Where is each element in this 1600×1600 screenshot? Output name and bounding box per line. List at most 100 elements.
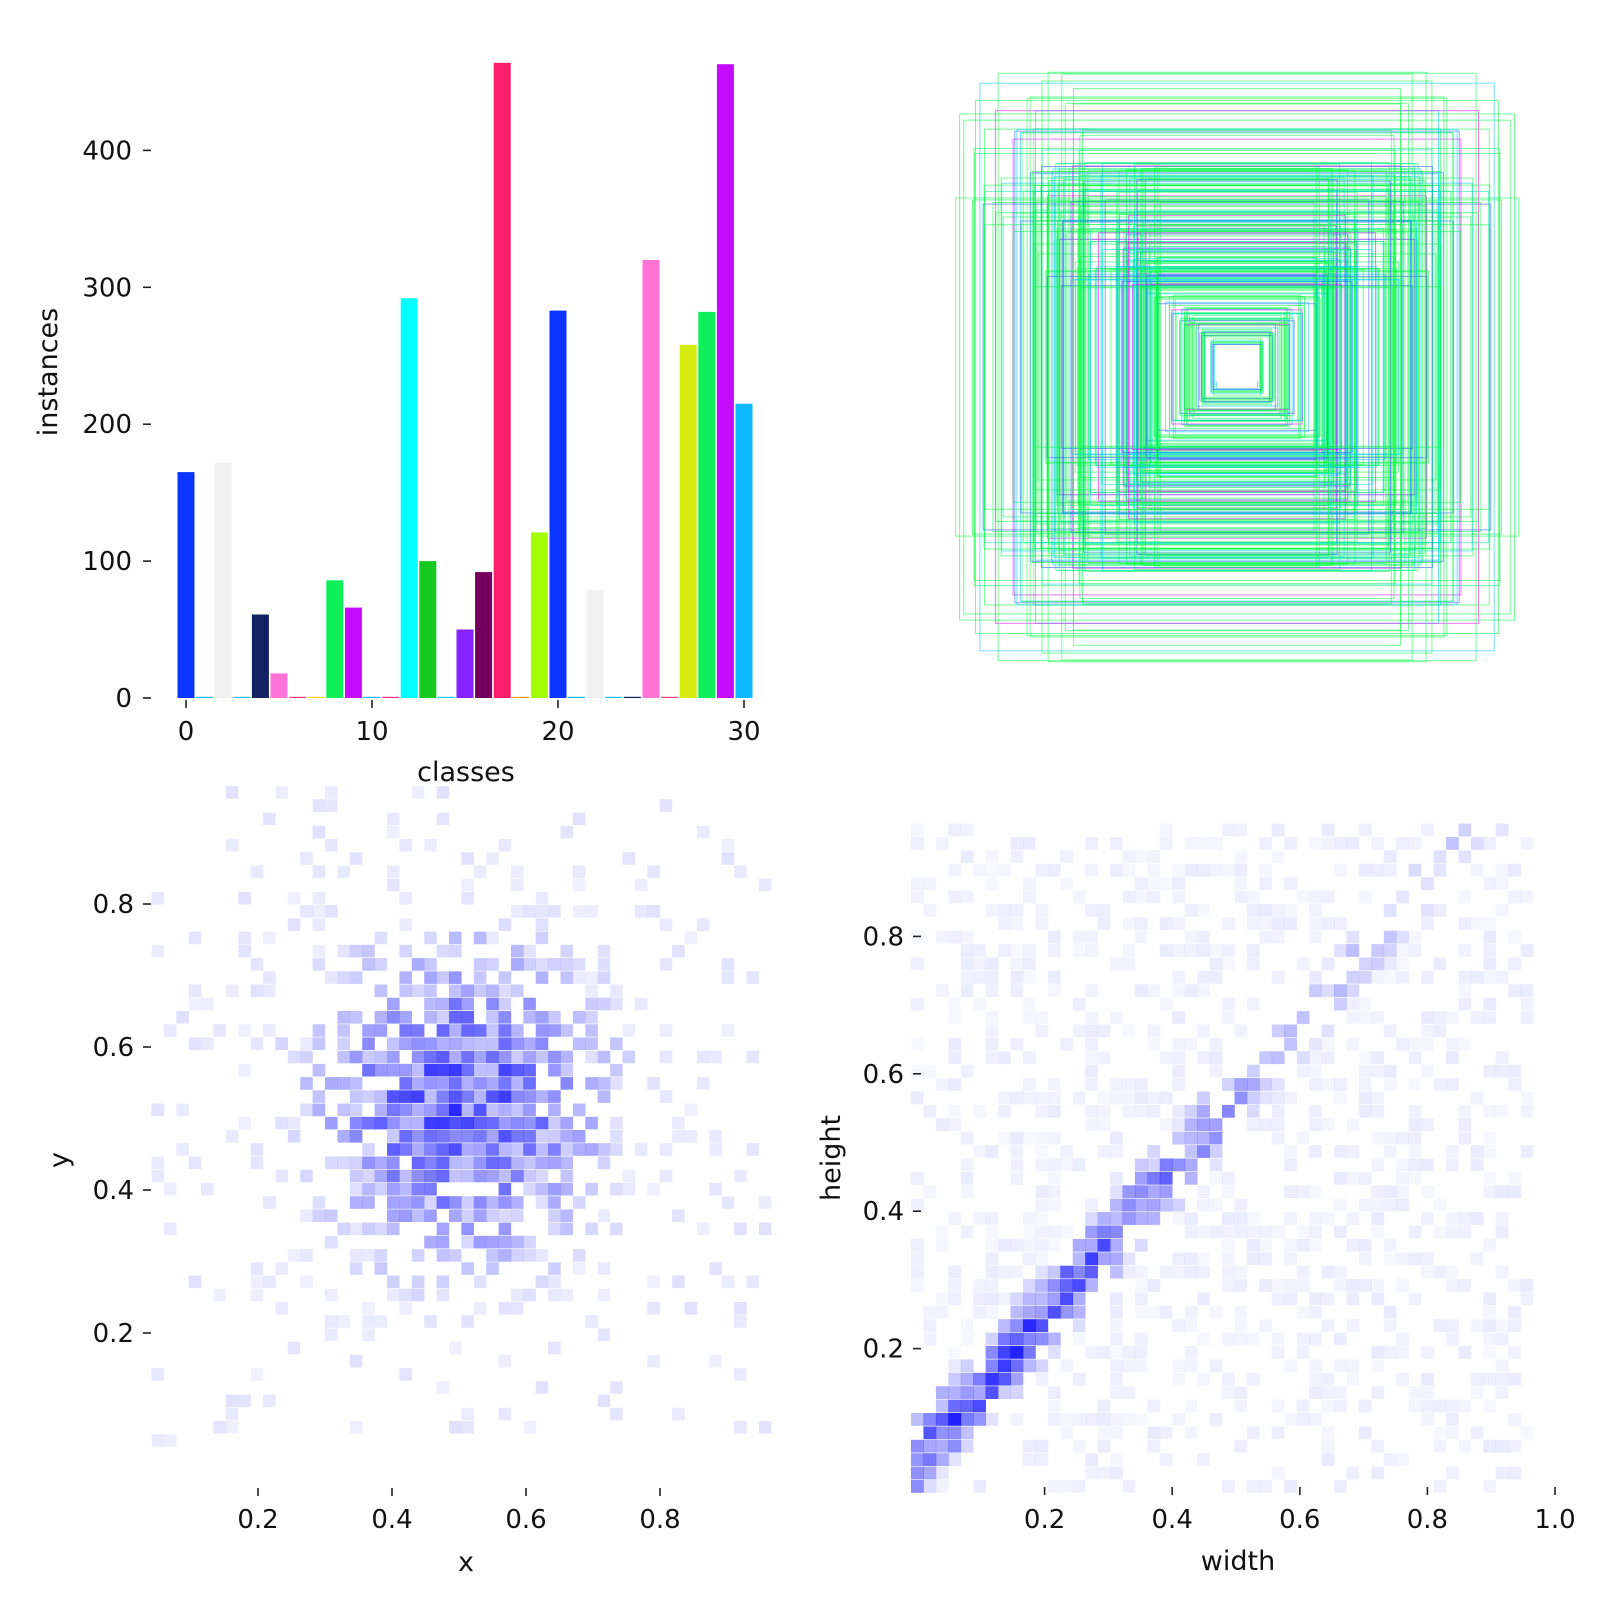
xy-heatmap-cell — [560, 1130, 574, 1143]
wh-heatmap-cell — [936, 1239, 949, 1252]
xy-heatmap-cell — [275, 1302, 288, 1315]
wh-heatmap-cell — [1147, 1158, 1161, 1172]
wh-heatmap-cell — [1421, 1212, 1434, 1225]
xy-heatmap-cell — [424, 1130, 437, 1143]
xy-heatmap-cell — [535, 1169, 549, 1183]
wh-heatmap-cell — [985, 1292, 999, 1306]
xy-heatmap-cell — [449, 1169, 462, 1183]
wh-heatmap-cell — [1010, 1265, 1024, 1279]
wh-heatmap-cell — [1259, 837, 1273, 850]
wh-heatmap-cell — [1047, 1413, 1061, 1426]
wh-heatmap-cell — [1321, 1453, 1335, 1466]
wh-heatmap-cell — [998, 864, 1011, 877]
wh-heatmap-cell — [1321, 1439, 1335, 1453]
xy-heatmap-cell — [721, 839, 735, 852]
xy-heatmap-cell — [473, 971, 487, 984]
wh-heatmap-cell — [1035, 1132, 1048, 1145]
wh-heatmap-cell — [1434, 1426, 1447, 1439]
wh-heatmap-cell — [1147, 863, 1161, 877]
wh-heatmap-cell — [1272, 850, 1285, 863]
wh-heatmap-cell — [1271, 1225, 1285, 1239]
xy-heatmap-cell — [597, 944, 611, 958]
wh-heatmap-cell — [935, 1439, 949, 1453]
bar-class-0 — [177, 472, 195, 698]
xy-heatmap-cell — [572, 1103, 586, 1117]
wh-heatmap-cell — [1309, 1372, 1322, 1386]
xy-heatmap-cell — [572, 971, 586, 984]
xy-heatmap-cell — [572, 1262, 586, 1275]
xy-heatmap-cell — [523, 1182, 536, 1196]
wh-heatmap-cell — [1483, 944, 1497, 957]
xy-heatmap-cell — [449, 1143, 462, 1156]
wh-heatmap-cell — [1495, 1439, 1509, 1453]
wh-heatmap-cell — [1470, 1372, 1484, 1386]
xy-heatmap-cell — [672, 1130, 685, 1143]
wh-heatmap-cell — [1147, 1198, 1161, 1212]
wh-heatmap-cell — [1035, 1104, 1049, 1118]
wh-heatmap-cell — [1085, 904, 1098, 917]
xy-heatmap-cell — [572, 958, 586, 971]
bar-class-29 — [716, 64, 734, 698]
wh-heatmap-cell — [1035, 1439, 1049, 1453]
wh-heatmap-cell — [1234, 823, 1248, 837]
wh-heatmap-cell — [1346, 837, 1360, 850]
xy-heatmap-cell — [238, 1116, 251, 1130]
xy-heatmap-cell — [151, 1169, 165, 1183]
xy-heatmap-cell — [449, 1421, 462, 1434]
wh-heatmap-cell — [948, 823, 962, 837]
xy-heatmap-cell — [511, 1249, 524, 1262]
wh-heatmap-cell — [1023, 944, 1036, 957]
wh-heatmap-cell — [1508, 1439, 1521, 1453]
xy-heatmap-cell — [696, 918, 710, 931]
wh-heatmap-cell — [960, 1413, 974, 1426]
wh-heatmap-cell — [1408, 1225, 1422, 1239]
wh-heatmap-cell — [1172, 1252, 1186, 1266]
xy-heatmap-cell — [548, 1050, 561, 1064]
wh-heatmap-cell — [1458, 891, 1471, 904]
bounding-box — [1153, 297, 1321, 437]
wh-heatmap-cell — [1209, 1359, 1223, 1373]
wh-heatmap-cell — [1483, 957, 1497, 971]
bounding-box — [1195, 323, 1279, 411]
wh-heatmap-cell — [1409, 1400, 1422, 1413]
wh-heatmap-cell — [1271, 1091, 1285, 1105]
wh-heatmap-cell — [986, 877, 999, 890]
xy-heatmap-cell — [486, 1103, 499, 1117]
bounding-box — [997, 72, 1477, 662]
wh-heatmap-cell — [985, 1252, 999, 1266]
xy-heatmap-cell — [250, 1288, 264, 1302]
wh-heatmap-cell — [1296, 1346, 1310, 1359]
xy-heatmap-cell — [349, 1354, 363, 1368]
wh-heatmap-cell — [1010, 1386, 1024, 1399]
xy-heatmap-cell — [461, 1090, 474, 1103]
wh-heatmap-cell — [1284, 1413, 1297, 1426]
wh-heatmap-cell — [1408, 863, 1422, 877]
xy-heatmap-cell — [585, 1050, 598, 1064]
wh-heatmap-cell — [1222, 1480, 1235, 1493]
bounding-box — [1012, 231, 1462, 503]
wh-heatmap-cell — [1458, 850, 1472, 864]
wh-heatmap-cell — [1458, 1118, 1472, 1132]
wh-heatmap-cell — [1122, 1198, 1136, 1212]
xy-heatmap-cell — [560, 825, 574, 839]
xy-heatmap-cell — [387, 1050, 400, 1064]
wh-heatmap-cell — [1085, 1453, 1098, 1466]
wh-heatmap-cell — [1197, 944, 1210, 957]
xy-heatmap-cell — [486, 1090, 499, 1103]
wh-heatmap-cell — [936, 1292, 949, 1305]
wh-x-tick-label: 0.8 — [1407, 1505, 1448, 1535]
xy-heatmap-cell — [486, 1024, 499, 1037]
xy-heatmap-cell — [647, 1302, 660, 1315]
bar-y-tick-label: 400 — [82, 136, 132, 166]
xy-y-axis-label: y — [44, 1152, 75, 1168]
bounding-box — [1036, 200, 1438, 534]
xy-heatmap-cell — [287, 891, 301, 905]
xy-heatmap-cell — [300, 905, 313, 918]
bar-class-23 — [605, 696, 623, 698]
xy-heatmap-cell — [275, 1262, 288, 1275]
wh-heatmap-cell — [1271, 1426, 1285, 1440]
wh-heatmap-cell — [1122, 1212, 1136, 1225]
bar-x-axis: 0 10 20 30 — [178, 700, 761, 747]
wh-heatmap-cell — [1508, 1466, 1521, 1480]
wh-heatmap-cell — [1072, 1319, 1086, 1332]
